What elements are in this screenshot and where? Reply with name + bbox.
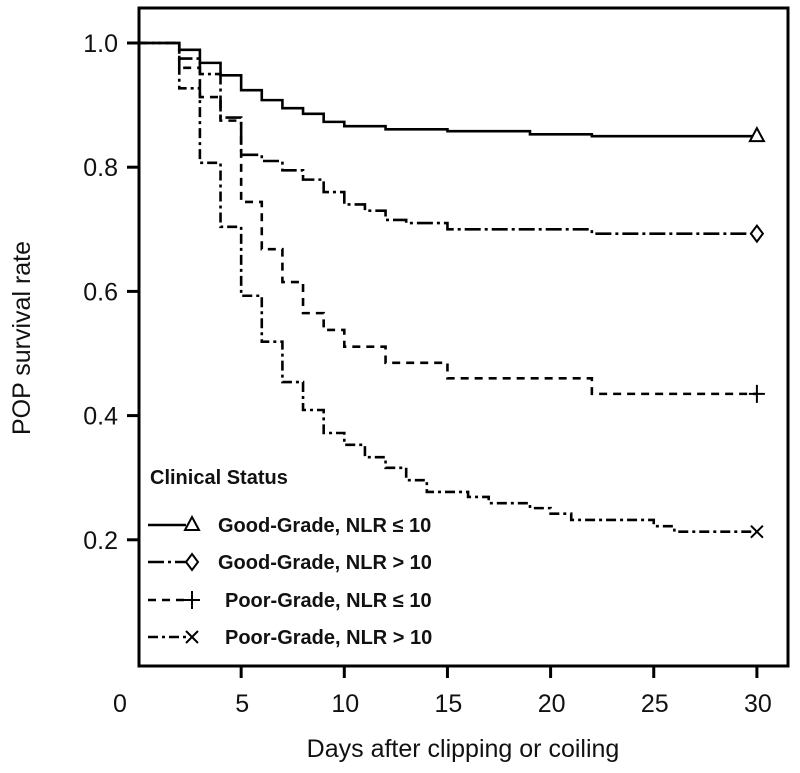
x-tick-label: 10: [331, 690, 359, 718]
x-tick-label: 30: [744, 690, 772, 718]
x-tick-label: 25: [641, 690, 669, 718]
triangle-marker: [748, 126, 766, 143]
y-tick-label: 0.6: [83, 278, 118, 306]
legend-label: Poor-Grade, NLR > 10: [225, 627, 432, 649]
survival-curve: [138, 41, 757, 138]
x-axis-label: Days after clipping or coiling: [307, 735, 620, 763]
legend-label: Good-Grade, NLR ≤ 10: [218, 515, 431, 537]
y-tick-label: 0.4: [83, 403, 118, 431]
diamond-marker: [749, 223, 765, 244]
x-tick-label: 15: [435, 690, 463, 718]
legend-plus-icon: [184, 591, 200, 609]
x-tick-label: 5: [235, 690, 249, 718]
legend-diamond-icon: [184, 552, 200, 572]
y-tick-label: 0.2: [83, 527, 118, 555]
x-marker: [750, 525, 764, 539]
legend-label: Poor-Grade, NLR ≤ 10: [225, 590, 432, 612]
legend: Clinical Status Good-Grade, NLR ≤ 10 Good…: [148, 467, 432, 649]
plot-frame: [137, 6, 790, 668]
x-tick-label: 20: [538, 690, 566, 718]
x-tick-label: 0: [113, 690, 127, 718]
legend-title: Clinical Status: [150, 467, 288, 489]
legend-x-icon: [185, 630, 199, 644]
y-tick-label: 0.8: [83, 154, 118, 182]
y-axis-label: POP survival rate: [8, 241, 36, 435]
survival-curve: [138, 41, 757, 235]
survival-curve: [138, 41, 757, 396]
legend-label: Good-Grade, NLR > 10: [218, 552, 432, 574]
legend-triangle-icon: [183, 514, 201, 531]
plus-marker: [748, 384, 765, 403]
survival-curve: [138, 41, 757, 534]
y-tick-label: 1.0: [83, 30, 118, 58]
